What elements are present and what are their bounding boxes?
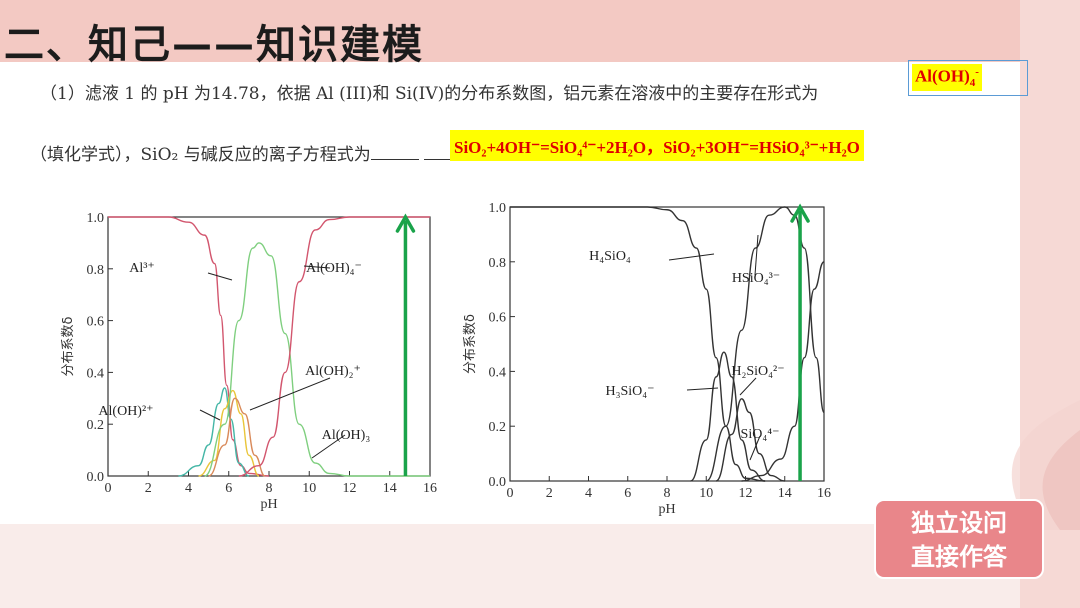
tip-badge: 独立设问 直接作答 (874, 499, 1044, 579)
x-tick-label: 8 (266, 481, 273, 496)
y-tick-label: 1.0 (87, 211, 105, 226)
species-label: H₄SiO₄ (589, 249, 631, 264)
species-label: HSiO₄³⁻ (732, 271, 780, 286)
series-line (198, 389, 260, 477)
equation-2: SiO₂+3OH⁻=HSiO₄³⁻+H₂O (663, 138, 860, 157)
series-line (690, 351, 766, 482)
x-tick-label: 16 (423, 481, 437, 496)
x-tick-label: 2 (145, 481, 152, 496)
label-pointer (754, 234, 759, 276)
answer-box-outline (908, 60, 1028, 96)
answer-form-sub: 4 (969, 77, 976, 90)
label-pointer (686, 387, 719, 391)
ph-marker-arrowhead (790, 203, 810, 223)
x-tick-label: 0 (105, 481, 112, 496)
label-pointer (249, 377, 331, 411)
series-line (741, 261, 825, 482)
aluminum-distribution-chart: 0 2 4 6 8 10 12 14 16 0.0 0.2 0.4 0.6 0.8 1.0 pH 分布系数δ Al… (61, 211, 437, 512)
x-tick-label: 14 (778, 486, 792, 501)
species-label: SiO₄⁴⁻ (741, 427, 780, 442)
y-tick-label: 0.0 (489, 475, 507, 490)
species-label: H₃SiO₄⁻ (605, 384, 654, 399)
label-pointer (303, 265, 331, 269)
y-tick-label: 0.4 (489, 365, 507, 380)
series-line (204, 242, 430, 477)
blank-2 (424, 145, 473, 160)
species-label: Al(OH)²⁺ (98, 404, 153, 419)
x-tick-label: 4 (585, 486, 592, 501)
silicon-distribution-chart: 0 2 4 6 8 10 12 14 16 0.0 0.2 0.4 0.6 0.8 1.0 pH 分布系数δ H₄… (463, 201, 831, 517)
decorative-wave (1011, 400, 1080, 530)
x-tick-label: 8 (664, 486, 671, 501)
answer-form-base: Al(OH) (915, 66, 970, 86)
species-label: Al(OH)₃ (322, 428, 371, 443)
species-label: Al(OH)₄⁻ (306, 261, 362, 276)
header-band (0, 0, 1080, 70)
x-axis-label: pH (260, 497, 277, 512)
question-line-2: （填化学式），SiO₂ 与碱反应的离子方程式为 (30, 140, 473, 165)
label-pointer (749, 435, 761, 461)
x-tick-label: 4 (185, 481, 192, 496)
x-tick-label: 10 (699, 486, 713, 501)
y-tick-label: 0.2 (489, 420, 507, 435)
y-tick-label: 0.8 (87, 263, 105, 278)
series-line (178, 387, 250, 477)
blank-1 (370, 145, 419, 160)
x-tick-label: 16 (817, 486, 831, 501)
series-line (208, 397, 266, 477)
y-tick-label: 0.6 (489, 311, 507, 326)
answer-aluminum-form: Al(OH)4- (912, 64, 982, 92)
equation-separator: ， (646, 138, 664, 157)
y-tick-label: 0.8 (489, 256, 507, 271)
x-tick-label: 2 (546, 486, 553, 501)
y-axis-label: 分布系数δ (61, 316, 76, 376)
x-tick-label: 0 (507, 486, 514, 501)
ph-marker-arrowhead (395, 213, 416, 233)
species-label: Al(OH)₂⁺ (305, 364, 361, 379)
x-tick-label: 12 (343, 481, 357, 496)
answer-form-sup: - (975, 66, 979, 78)
species-label: Al³⁺ (129, 261, 155, 276)
label-pointer (668, 253, 715, 261)
label-pointer (207, 272, 233, 281)
y-tick-label: 1.0 (489, 201, 507, 216)
x-tick-label: 14 (383, 481, 397, 496)
y-tick-label: 0.2 (87, 418, 105, 433)
badge-line-1: 独立设问 (911, 509, 1007, 537)
page-title: 二、知己——知识建模 (4, 22, 424, 68)
x-axis-label: pH (658, 502, 675, 517)
y-tick-label: 0.6 (87, 315, 105, 330)
y-tick-label: 0.0 (87, 470, 105, 485)
x-tick-label: 10 (302, 481, 316, 496)
y-tick-label: 0.4 (87, 366, 105, 381)
x-tick-label: 12 (739, 486, 753, 501)
badge-line-2: 直接作答 (911, 543, 1007, 571)
y-axis-label: 分布系数δ (463, 314, 478, 374)
species-label: H₂SiO₄²⁻ (731, 364, 784, 379)
answer-equations: SiO₂+4OH⁻=SiO₄⁴⁻+2H₂O，SiO₂+3OH⁻=HSiO₄³⁻+… (450, 130, 864, 161)
series-line (510, 206, 766, 482)
question-line-2-text: （填化学式），SiO₂ 与碱反应的离子方程式为 (30, 145, 371, 165)
x-tick-label: 6 (225, 481, 232, 496)
series-line (238, 216, 430, 477)
label-pointer (199, 409, 221, 421)
label-pointer (311, 434, 346, 459)
equation-1: SiO₂+4OH⁻=SiO₄⁴⁻+2H₂O (454, 138, 647, 157)
question-line-1: （1）滤液 1 的 pH 为14.78，依据 Al (III)和 Si(IV)的… (40, 84, 819, 104)
label-pointer (739, 377, 757, 396)
x-tick-label: 6 (624, 486, 631, 501)
series-line (715, 398, 785, 482)
